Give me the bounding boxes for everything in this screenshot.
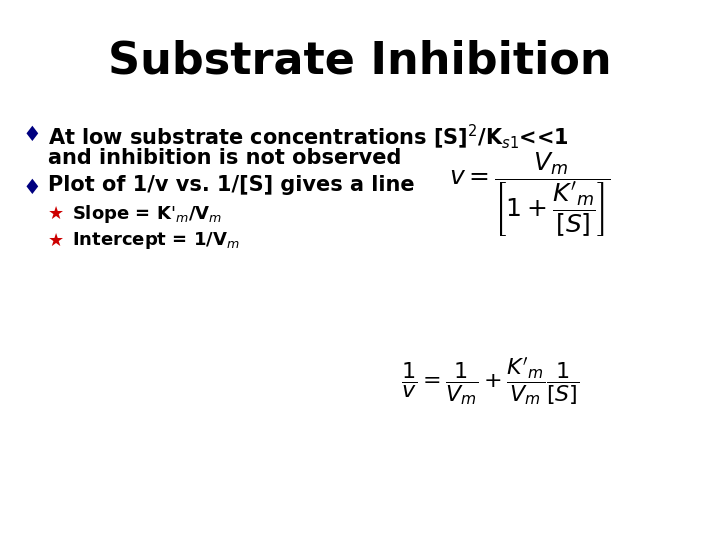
Text: ★: ★ [48,232,64,250]
Text: and inhibition is not observed: and inhibition is not observed [48,148,401,168]
Text: Plot of 1/v vs. 1/[S] gives a line: Plot of 1/v vs. 1/[S] gives a line [48,175,415,195]
Text: Slope = K$'_m$/V$_m$: Slope = K$'_m$/V$_m$ [72,203,222,225]
Text: Intercept = 1/V$_m$: Intercept = 1/V$_m$ [72,230,240,251]
Text: $v = \dfrac{V_m}{\left[1+\dfrac{K'_m}{[S]}\right]}$: $v = \dfrac{V_m}{\left[1+\dfrac{K'_m}{[S… [449,150,611,239]
Text: ♦: ♦ [22,125,41,145]
Text: At low substrate concentrations [S]$^2$/K$_{s1}$<<1: At low substrate concentrations [S]$^2$/… [48,122,569,151]
Text: $\dfrac{1}{v} = \dfrac{1}{V_m} + \dfrac{K'_m}{V_m}\dfrac{1}{[S]}$: $\dfrac{1}{v} = \dfrac{1}{V_m} + \dfrac{… [401,355,580,407]
Text: ♦: ♦ [22,178,41,198]
Text: Substrate Inhibition: Substrate Inhibition [108,40,612,83]
Text: ★: ★ [48,205,64,223]
